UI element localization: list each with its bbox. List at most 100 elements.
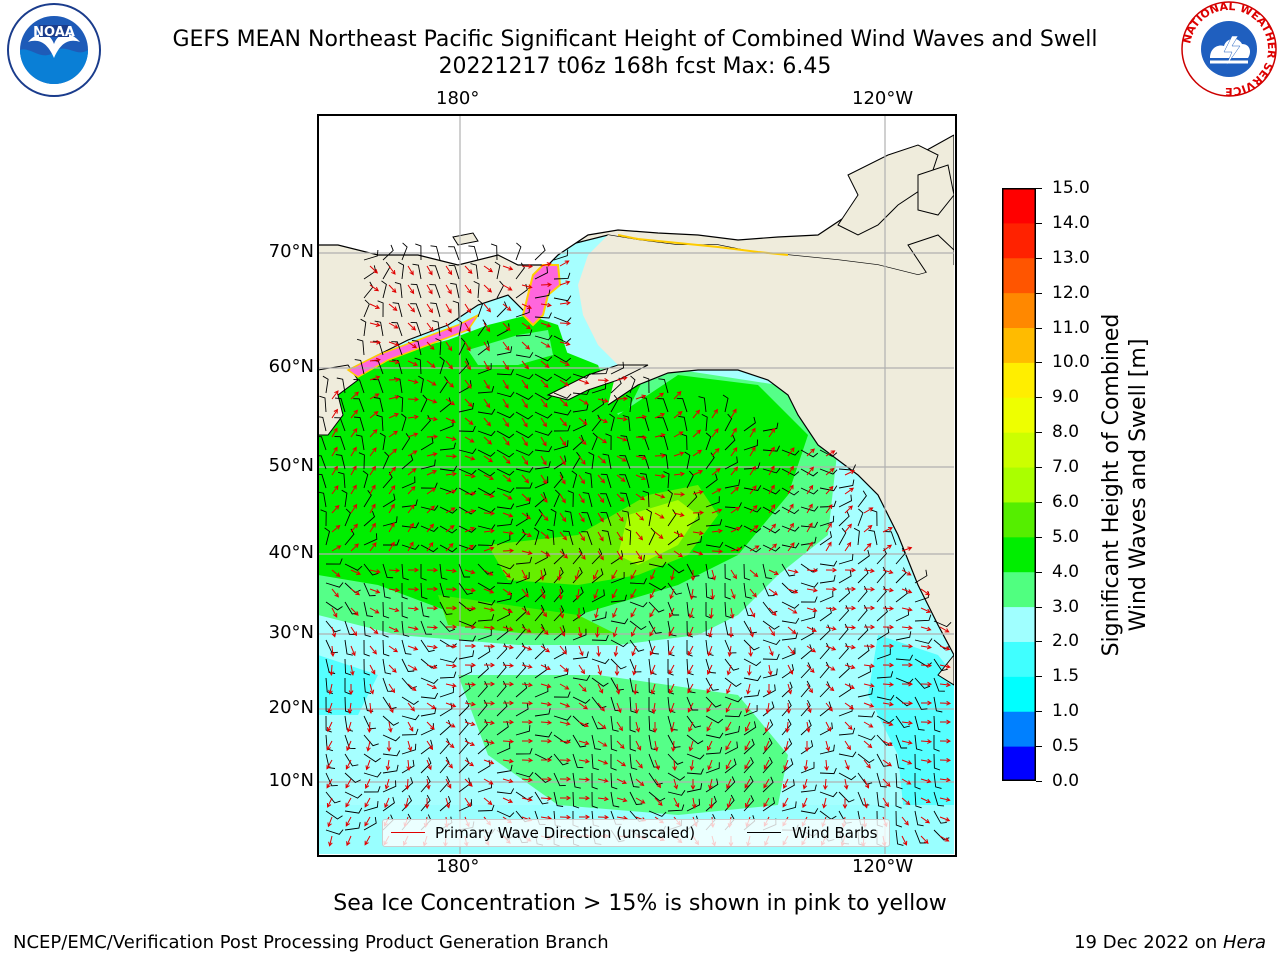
wind-barb — [705, 582, 713, 600]
wind-barb — [572, 734, 587, 748]
wave-direction-arrow — [406, 759, 411, 772]
wave-direction-arrow — [650, 569, 656, 581]
wind-barb — [344, 753, 359, 767]
wind-barb — [394, 281, 403, 299]
wave-direction-arrow — [365, 759, 371, 771]
wave-direction-arrow — [711, 447, 720, 457]
wind-barb — [456, 318, 463, 337]
wave-direction-arrow — [483, 474, 495, 480]
wave-direction-arrow — [464, 303, 471, 314]
wave-direction-arrow — [578, 417, 588, 425]
wind-barb — [415, 243, 422, 261]
wave-direction-arrow — [671, 740, 676, 753]
wave-direction-arrow — [426, 664, 438, 670]
wind-barb — [800, 521, 819, 528]
wind-barb — [439, 686, 455, 698]
wind-barb — [401, 728, 419, 736]
wind-barb — [933, 735, 940, 752]
wave-direction-arrow — [464, 778, 473, 787]
wind-barb — [781, 449, 800, 456]
wind-barb — [600, 493, 612, 508]
wind-barb — [876, 791, 885, 808]
colorbar-tick-mark — [1036, 641, 1042, 643]
wind-barb — [439, 601, 453, 615]
wind-barb — [534, 334, 553, 341]
wave-direction-arrow — [502, 758, 514, 764]
colorbar-band — [1002, 641, 1036, 677]
wind-barb — [572, 373, 591, 379]
colorbar-tick-mark — [1036, 746, 1042, 748]
wave-direction-arrow — [768, 427, 776, 438]
wave-direction-arrow — [611, 569, 618, 580]
wave-direction-arrow — [806, 683, 813, 694]
noaa-wordmark-icon: NOAA — [33, 25, 75, 40]
wave-direction-arrow — [346, 835, 352, 847]
wave-direction-arrow — [597, 398, 609, 403]
wave-direction-arrow — [692, 449, 703, 457]
wave-direction-arrow — [521, 607, 531, 616]
wave-direction-arrow — [388, 341, 400, 347]
colorbar-tick-label: 13.0 — [1052, 247, 1090, 268]
wave-direction-arrow — [502, 588, 513, 596]
wave-direction-arrow — [768, 465, 775, 476]
wave-direction-arrow — [744, 740, 751, 751]
wind-barb — [477, 299, 484, 318]
wind-barb — [439, 506, 458, 514]
wind-barb — [458, 635, 477, 642]
wave-direction-arrow — [384, 797, 390, 809]
wave-direction-arrow — [825, 504, 833, 514]
wave-direction-arrow — [502, 607, 513, 613]
wave-direction-arrow — [388, 466, 397, 476]
wind-barb — [382, 734, 401, 742]
wave-direction-arrow — [483, 379, 490, 390]
wave-direction-arrow — [426, 605, 439, 611]
wind-barb — [648, 561, 667, 568]
wind-barb — [383, 539, 400, 546]
wind-barb — [420, 794, 431, 812]
wave-direction-arrow — [405, 778, 410, 791]
wave-direction-arrow — [483, 625, 495, 631]
wave-direction-arrow — [331, 569, 341, 578]
wind-barb — [819, 449, 838, 458]
wind-barb — [477, 645, 491, 660]
wind-barb — [372, 379, 384, 394]
colorbar-tick-mark — [1036, 571, 1042, 573]
wind-barb — [914, 696, 928, 710]
wave-direction-arrow — [863, 778, 870, 789]
wind-barb — [382, 493, 396, 508]
wave-direction-arrow — [464, 360, 471, 371]
wind-barb — [762, 639, 781, 646]
wind-barb — [838, 464, 857, 471]
colorbar-tick-mark — [1036, 711, 1042, 713]
wave-direction-arrow — [388, 664, 397, 673]
wave-direction-arrow — [784, 740, 789, 752]
wave-direction-arrow — [597, 814, 610, 820]
wave-direction-arrow — [749, 588, 757, 598]
wave-direction-arrow — [369, 503, 376, 514]
wave-direction-arrow — [939, 797, 951, 802]
wind-barb — [496, 411, 515, 419]
wave-direction-arrow — [350, 626, 358, 637]
wave-direction-arrow — [920, 663, 933, 668]
wave-direction-arrow — [426, 683, 438, 689]
wind-barb — [373, 397, 384, 413]
arctic-island-1 — [837, 144, 939, 236]
colorbar-tick-mark — [1036, 536, 1042, 538]
colorbar-band — [1002, 501, 1036, 538]
colorbar-tick-label: 5.0 — [1052, 526, 1080, 547]
wave-direction-arrow — [331, 446, 338, 457]
wave-direction-arrow — [768, 588, 779, 596]
wave-direction-arrow — [939, 738, 952, 744]
wave-direction-arrow — [920, 681, 933, 687]
wave-direction-arrow — [882, 624, 895, 630]
colorbar-tick-label: 1.5 — [1052, 666, 1080, 687]
wave-direction-arrow — [540, 436, 547, 447]
wave-direction-arrow — [616, 436, 628, 442]
wave-direction-arrow — [668, 626, 675, 637]
wind-barb — [325, 791, 341, 804]
wind-barb — [572, 674, 591, 681]
wind-barb — [534, 266, 548, 280]
wave-direction-arrow — [806, 448, 815, 457]
wind-barb — [496, 391, 515, 398]
wind-barb — [667, 509, 677, 527]
